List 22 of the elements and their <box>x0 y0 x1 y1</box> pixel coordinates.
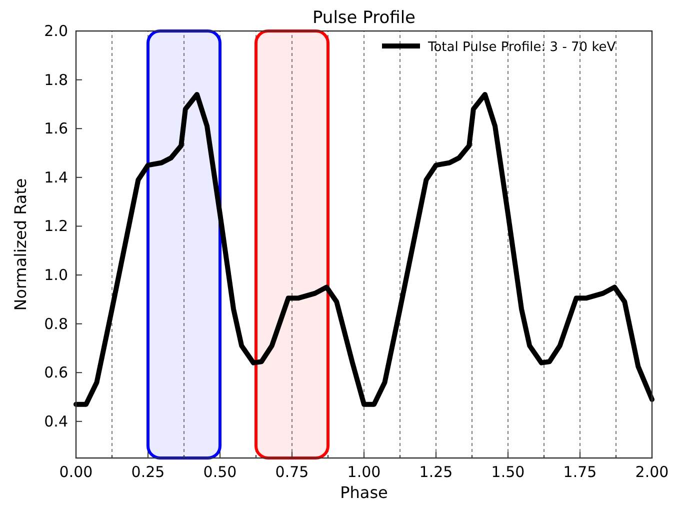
x-tick-label: 0.00 <box>59 463 93 481</box>
legend-label: Total Pulse Profile: 3 - 70 keV <box>427 40 616 55</box>
x-tick-label: 1.50 <box>491 463 525 481</box>
x-tick-label: 0.25 <box>131 463 165 481</box>
x-axis-title: Phase <box>340 483 388 502</box>
y-tick-label: 1.0 <box>44 266 68 284</box>
x-tick-label: 1.00 <box>347 463 381 481</box>
y-tick-label: 0.6 <box>44 364 68 382</box>
y-tick-label: 1.8 <box>44 70 68 89</box>
chart-title: Pulse Profile <box>312 8 416 28</box>
y-tick-label: 1.2 <box>44 217 68 236</box>
y-tick-label: 1.4 <box>44 168 68 186</box>
y-tick-label: 1.6 <box>44 120 68 138</box>
y-tick-label: 0.4 <box>44 412 68 430</box>
x-tick-label: 0.75 <box>275 463 309 481</box>
x-tick-label: 1.25 <box>419 463 453 481</box>
y-tick-label: 2.0 <box>44 22 68 40</box>
y-tick-label: 0.8 <box>44 314 68 333</box>
x-tick-label: 2.00 <box>635 463 669 481</box>
x-tick-label: 0.50 <box>203 463 237 481</box>
x-tick-label: 1.75 <box>563 463 597 481</box>
y-axis-title: Normalized Rate <box>11 178 30 311</box>
